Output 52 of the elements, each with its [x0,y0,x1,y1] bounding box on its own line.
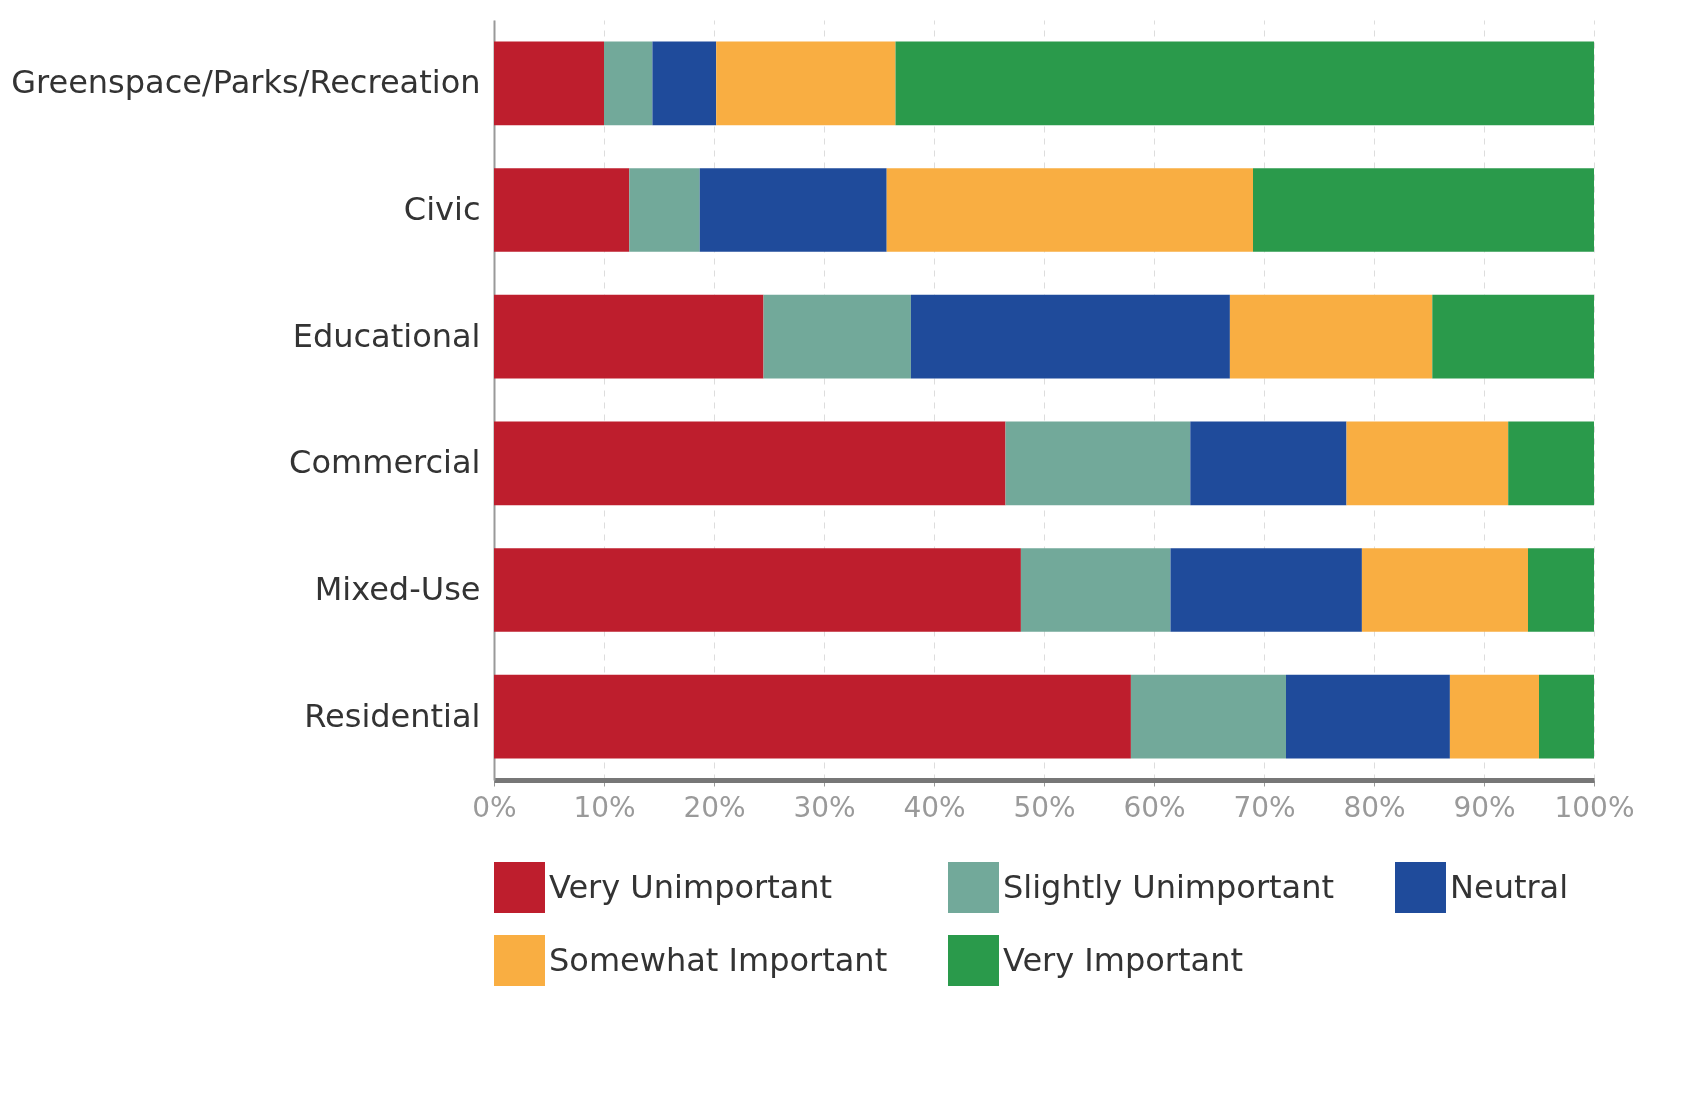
legend-label: Very Unimportant [549,867,833,906]
y-tick-label: Residential [304,696,481,735]
bar [494,674,1131,759]
bar [1286,674,1450,759]
legend-label: Slightly Unimportant [1003,867,1335,906]
y-tick-label: Mixed-Use [314,570,481,608]
bar [494,421,1006,506]
bar [895,41,1594,126]
bar [1170,548,1362,632]
x-tick-label: 30% [793,790,856,824]
bar [494,548,1021,632]
x-tick-label: 70% [1233,790,1296,824]
bar [699,168,887,252]
bar [494,168,630,252]
bar [1449,674,1539,759]
bar [1253,168,1594,252]
legend-label: Somewhat Important [549,940,888,979]
y-tick-label: Civic [403,190,481,228]
bar [716,41,896,126]
y-tick-label: Commercial [289,443,481,482]
x-tick-label: 0% [472,790,517,824]
bar [1539,674,1594,759]
bar [494,294,764,379]
y-tick-label: Greenspace/Parks/Recreation [11,63,481,102]
legend-label: Neutral [1450,867,1569,906]
x-tick-label: 10% [573,790,636,824]
bar [652,41,717,126]
bar [1190,421,1347,506]
legend-label: Very Important [1003,940,1243,979]
bar [910,294,1230,379]
y-tick-label: Educational [292,316,481,355]
bar [1005,421,1191,506]
bar [1432,294,1594,379]
x-tick-label: 60% [1123,790,1186,824]
bar [1229,294,1433,379]
x-tick-label: 20% [683,790,746,824]
bar [1361,548,1528,632]
bar [604,41,653,126]
x-tick-label: 90% [1453,790,1516,824]
x-tick-label: 80% [1343,790,1406,824]
x-tick-label: 40% [903,790,966,824]
bar [629,168,700,252]
bar [1346,421,1509,506]
bar [886,168,1253,252]
bar [494,41,604,126]
bar [1508,421,1594,506]
x-tick-label: 50% [1013,790,1076,824]
bar [1130,674,1286,759]
bar [1020,548,1171,632]
bar [763,294,911,379]
bar [1528,548,1594,632]
x-tick-label: 100% [1554,790,1635,824]
